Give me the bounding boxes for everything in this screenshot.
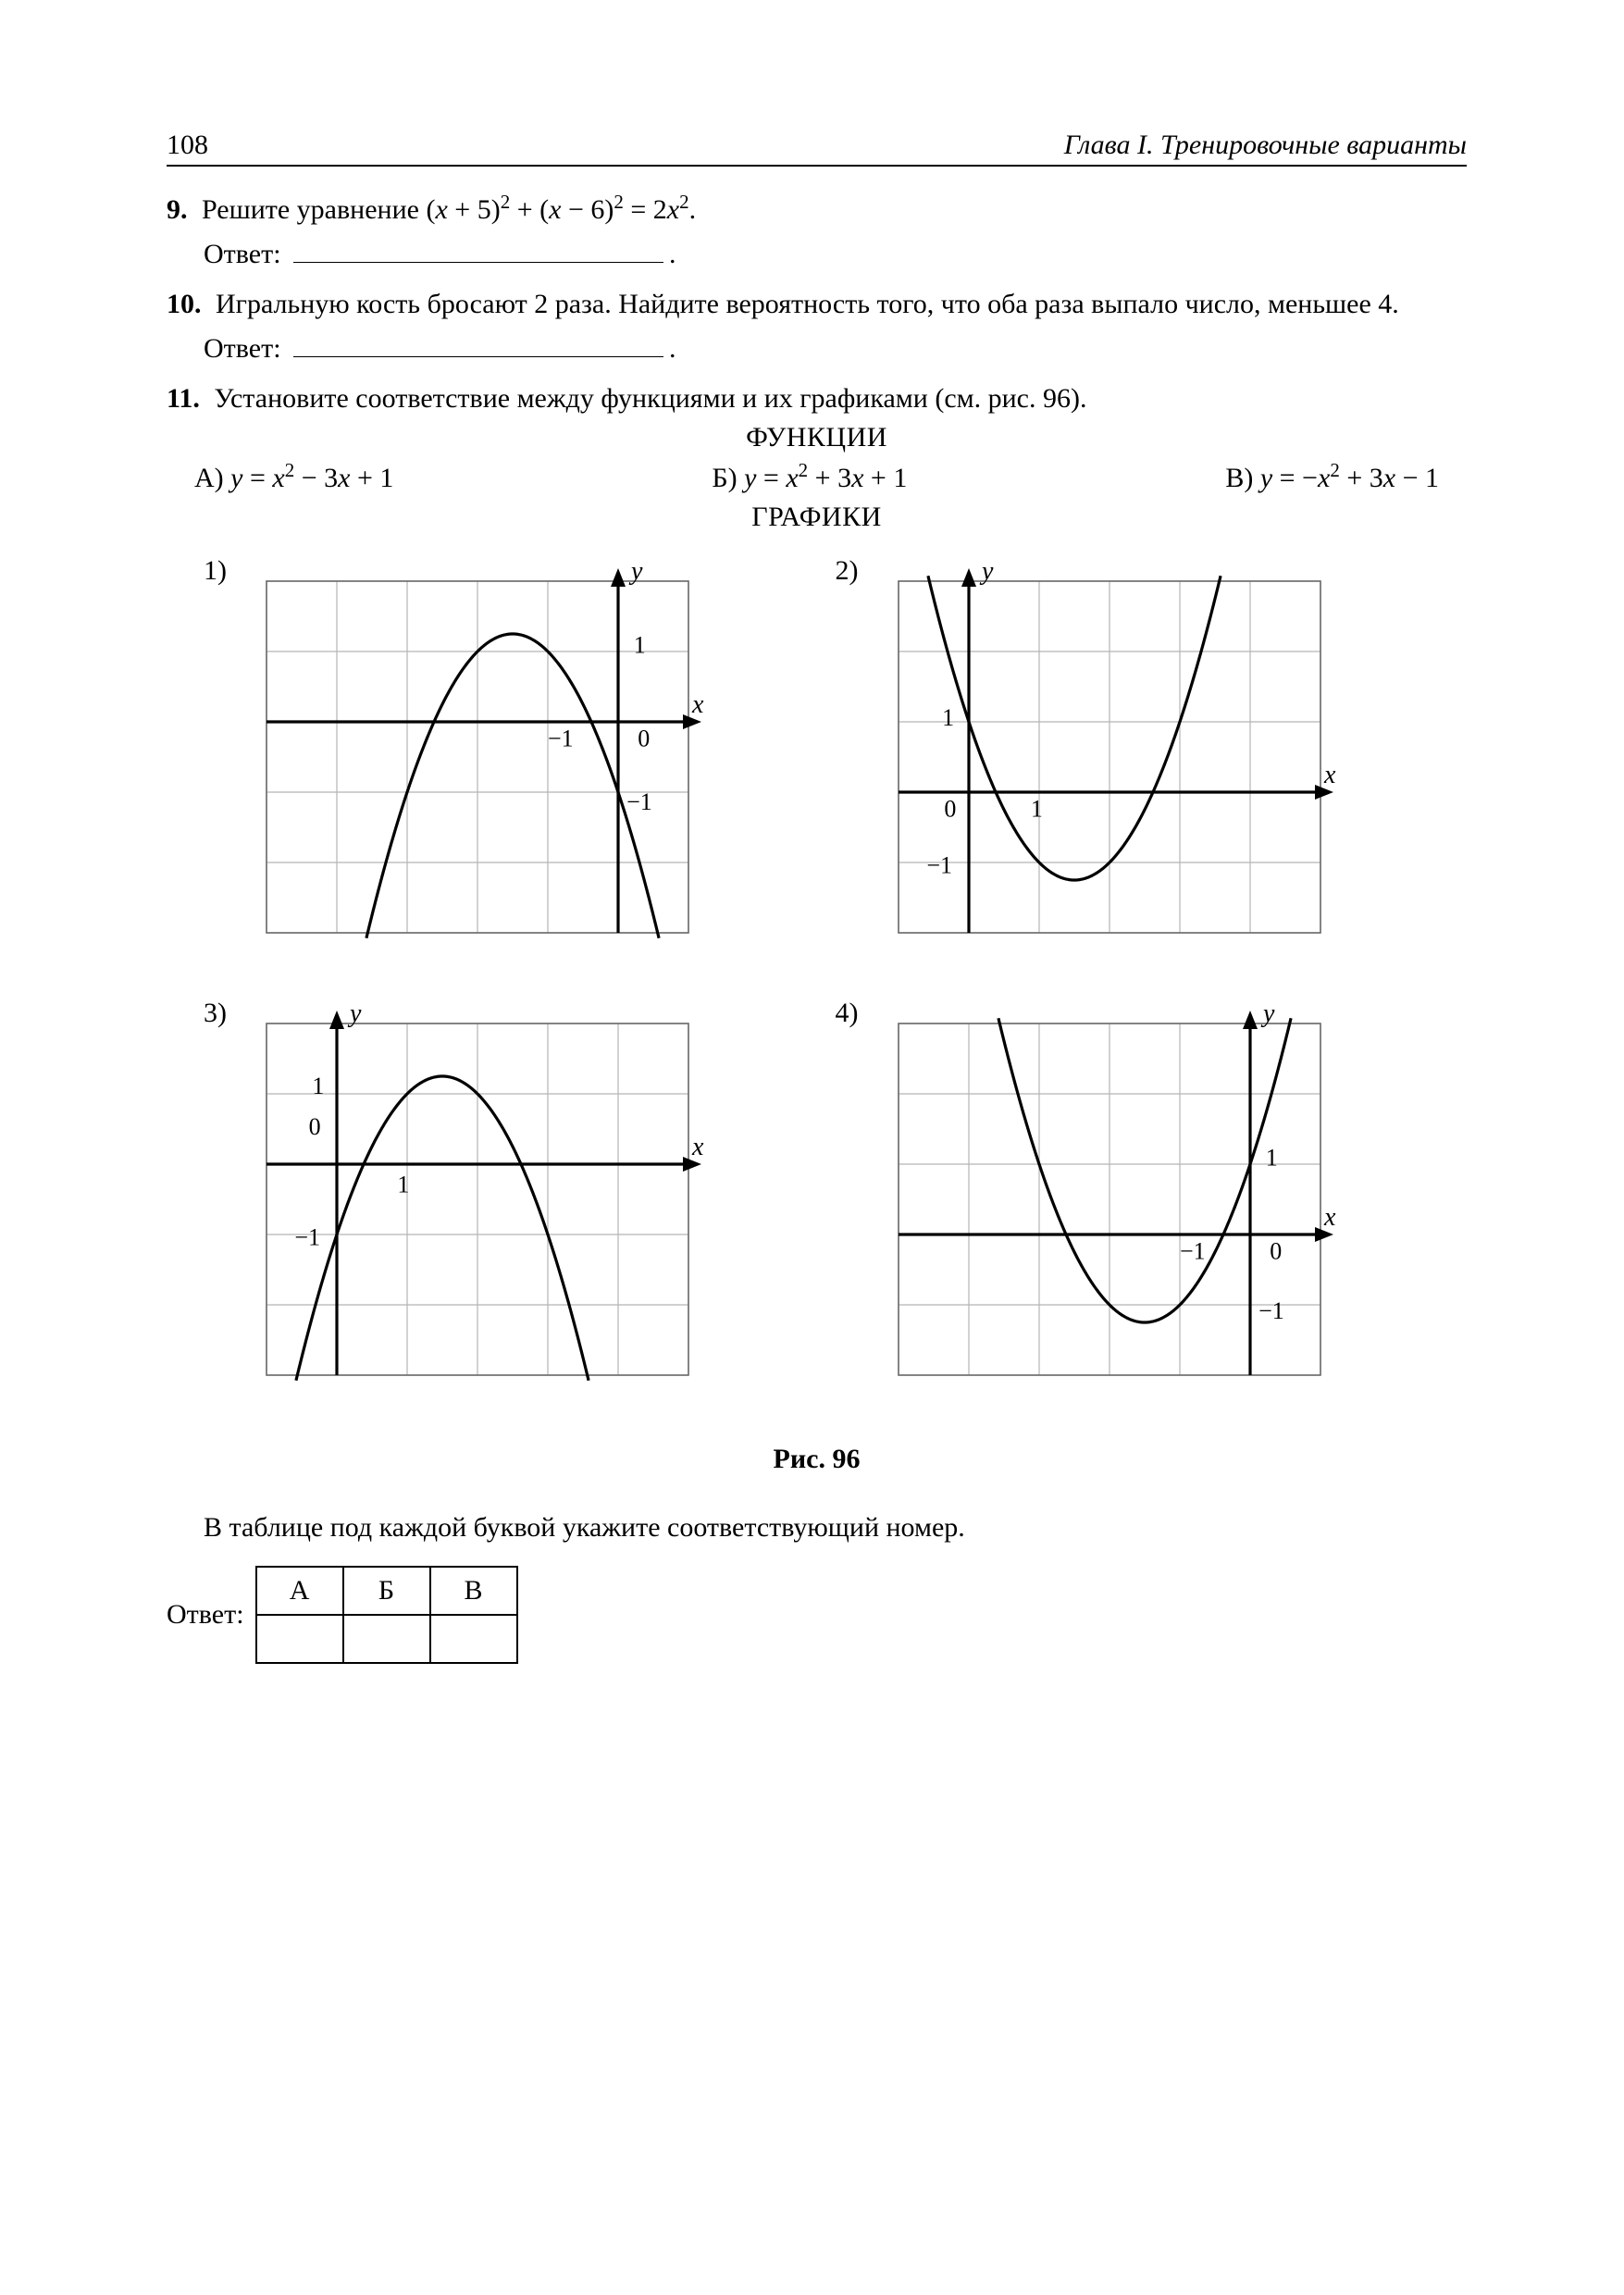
svg-text:−1: −1 [548,726,574,752]
chart-4-label: 4) [836,998,859,1029]
answer-label: Ответ: [167,1599,244,1631]
problem-11-text: Установите соответствие между функциями … [214,383,1086,414]
charts-grid: 1) y x 1 0 −1 −1 2) y x 1 0 1 −1 3) y x 1 0 1 −1 4) y x 1… [167,537,1467,1418]
svg-text:−1: −1 [294,1223,320,1250]
svg-text:y: y [347,999,362,1028]
svg-text:−1: −1 [1180,1238,1206,1265]
problem-9: 9. Решите уравнение (x + 5)2 + (x − 6)2 … [167,191,1467,270]
chart-3-label: 3) [204,998,227,1029]
answer-label: Ответ: [204,239,281,269]
svg-text:0: 0 [1270,1238,1282,1265]
chart-3-svg: y x 1 0 1 −1 [241,998,714,1401]
functions-row: А) y = x2 − 3x + 1 Б) y = x2 + 3x + 1 В)… [167,459,1467,494]
chart-1: 1) yx10−1−1 [241,555,817,966]
problem-11: 11. Установите соответствие между функци… [167,383,1467,415]
svg-text:0: 0 [944,796,956,823]
answer-table-row: Ответ: А Б В [167,1566,1467,1664]
chart-1-svg: y x 1 0 −1 −1 [241,555,714,959]
col-a: А [256,1567,343,1615]
svg-text:−1: −1 [926,851,952,878]
functions-heading: ФУНКЦИИ [167,422,1467,453]
svg-text:1: 1 [312,1073,324,1099]
chart-2-label: 2) [836,555,859,587]
svg-text:0: 0 [309,1113,321,1140]
cell-b[interactable] [343,1615,430,1663]
svg-text:y: y [628,557,643,586]
option-b: Б) y = x2 + 3x + 1 [712,459,907,494]
svg-text:x: x [691,690,704,719]
answer-blank[interactable] [293,336,663,357]
graphics-heading: ГРАФИКИ [167,502,1467,533]
chart-3: 3) yx101−1 [241,998,817,1408]
svg-text:1: 1 [1030,796,1042,823]
svg-text:−1: −1 [1258,1297,1284,1324]
answer-blank[interactable] [293,242,663,263]
svg-text:1: 1 [397,1171,409,1197]
svg-text:y: y [1260,999,1275,1028]
cell-a[interactable] [256,1615,343,1663]
problem-10-text: Игральную кость бросают 2 раза. Найдите … [216,289,1399,319]
page-header: 108 Глава I. Тренировочные варианты [167,130,1467,167]
svg-text:0: 0 [638,726,650,752]
chapter-title: Глава I. Тренировочные варианты [1064,130,1467,161]
problem-10-number: 10. [167,289,202,319]
svg-text:x: x [691,1133,704,1161]
svg-text:1: 1 [634,632,646,659]
page: 108 Глава I. Тренировочные варианты 9. Р… [0,0,1624,2295]
svg-text:1: 1 [942,704,954,731]
col-b: Б [343,1567,430,1615]
answer-table: А Б В [255,1566,518,1664]
svg-text:−1: −1 [626,788,652,815]
figure-caption: Рис. 96 [167,1444,1467,1475]
chart-2: 2) yx101−1 [873,555,1449,966]
problem-11-number: 11. [167,383,200,414]
svg-text:x: x [1323,1203,1336,1232]
problem-9-number: 9. [167,194,188,225]
svg-text:x: x [1323,761,1336,789]
svg-text:1: 1 [1265,1145,1277,1172]
problem-9-answer: Ответ: . [204,239,1467,270]
chart-4: 4) yx10−1−1 [873,998,1449,1408]
cell-c[interactable] [430,1615,517,1663]
chart-4-svg: y x 1 0 −1 −1 [873,998,1346,1401]
svg-text:y: y [979,557,994,586]
answer-label: Ответ: [204,333,281,364]
chart-2-svg: y x 1 0 1 −1 [873,555,1346,959]
col-c: В [430,1567,517,1615]
page-number: 108 [167,130,208,161]
problem-10: 10. Игральную кость бросают 2 раза. Найд… [167,289,1467,365]
problem-10-answer: Ответ: . [204,333,1467,365]
option-a: А) y = x2 − 3x + 1 [194,459,393,494]
table-instruction: В таблице под каждой буквой укажите соот… [204,1512,1467,1544]
problem-9-text: Решите уравнение (x + 5)2 + (x − 6)2 = 2… [202,194,696,225]
chart-1-label: 1) [204,555,227,587]
option-c: В) y = −x2 + 3x − 1 [1225,459,1439,494]
